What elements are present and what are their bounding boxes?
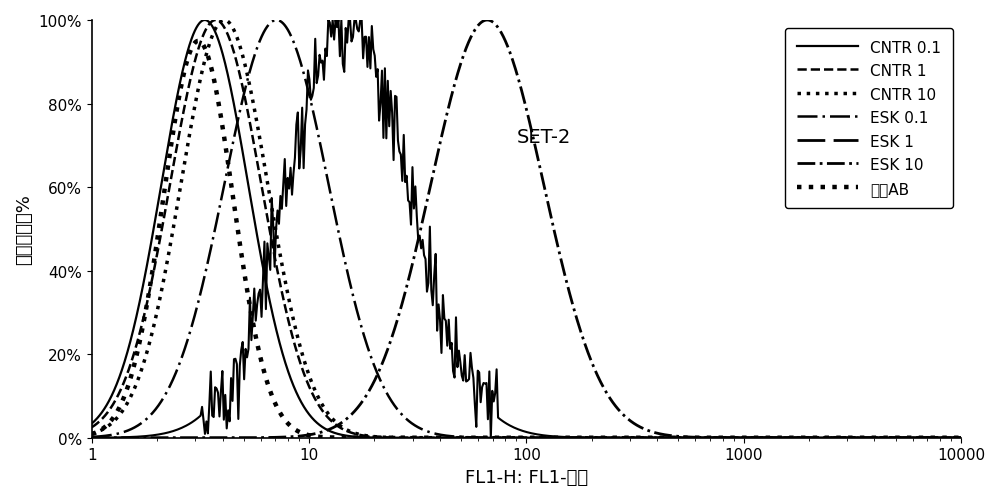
Legend: CNTR 0.1, CNTR 1, CNTR 10, ESK 0.1, ESK 1, ESK 10, 第二AB: CNTR 0.1, CNTR 1, CNTR 10, ESK 0.1, ESK … bbox=[785, 29, 953, 208]
Text: SET-2: SET-2 bbox=[517, 128, 571, 147]
Y-axis label: 占最大値的%: 占最大値的% bbox=[15, 194, 33, 265]
X-axis label: FL1-H: FL1-高度: FL1-H: FL1-高度 bbox=[465, 468, 588, 486]
